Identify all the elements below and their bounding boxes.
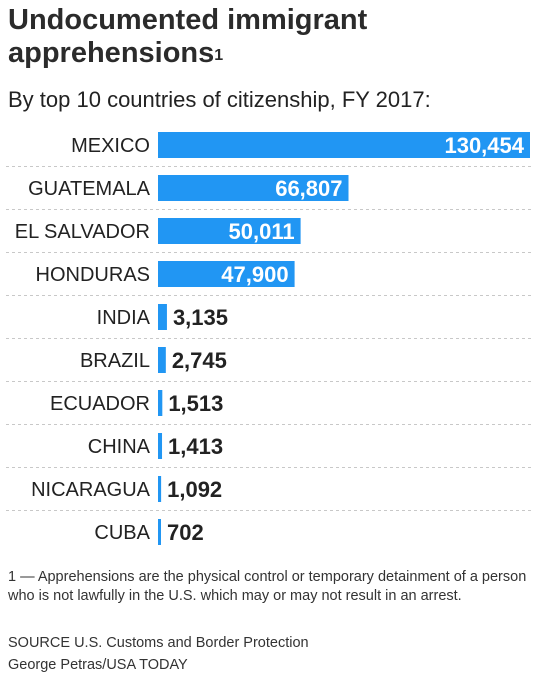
bar [158, 304, 167, 330]
footnote: 1 — Apprehensions are the physical contr… [8, 569, 527, 604]
bar [158, 175, 349, 201]
value-label: 3,135 [173, 305, 228, 330]
bar [158, 519, 161, 545]
value-label: 50,011 [229, 219, 295, 244]
bar [158, 476, 162, 502]
category-label: CUBA [94, 522, 150, 544]
value-label: 66,807 [275, 176, 342, 201]
bar [158, 218, 301, 244]
chart-subtitle: By top 10 countries of citizenship, FY 2… [8, 87, 431, 112]
category-label: EL SALVADOR [15, 221, 150, 243]
value-label: 702 [167, 520, 204, 545]
title-footnote-marker: 1 [214, 47, 224, 64]
bar [158, 347, 166, 373]
category-label: BRAZIL [80, 350, 150, 372]
category-label: GUATEMALA [28, 178, 151, 200]
bar [158, 132, 530, 158]
credit-line: George Petras/USA TODAY [8, 657, 188, 673]
bar [158, 433, 163, 459]
chart-title-text: Undocumented immigrant apprehensions [8, 4, 368, 69]
value-label: 47,900 [221, 262, 288, 287]
category-label: NICARAGUA [31, 479, 151, 501]
category-label: HONDURAS [36, 264, 150, 286]
value-label: 1,413 [168, 434, 223, 459]
value-label: 130,454 [444, 133, 524, 158]
category-label: MEXICO [71, 135, 150, 157]
bar [158, 390, 163, 416]
source-line: SOURCE U.S. Customs and Border Protectio… [8, 635, 309, 651]
category-label: CHINA [88, 436, 151, 458]
category-label: ECUADOR [50, 393, 150, 415]
category-label: INDIA [97, 307, 151, 329]
bar-chart: MEXICO 130,454 GUATEMALA 66,807 EL SALVADOR 5… [6, 132, 534, 545]
bar [158, 261, 295, 287]
value-label: 2,745 [172, 348, 227, 373]
chart-title: Undocumented immigrant apprehensions1 [8, 4, 528, 70]
value-label: 1,092 [167, 477, 222, 502]
value-label: 1,513 [168, 391, 223, 416]
